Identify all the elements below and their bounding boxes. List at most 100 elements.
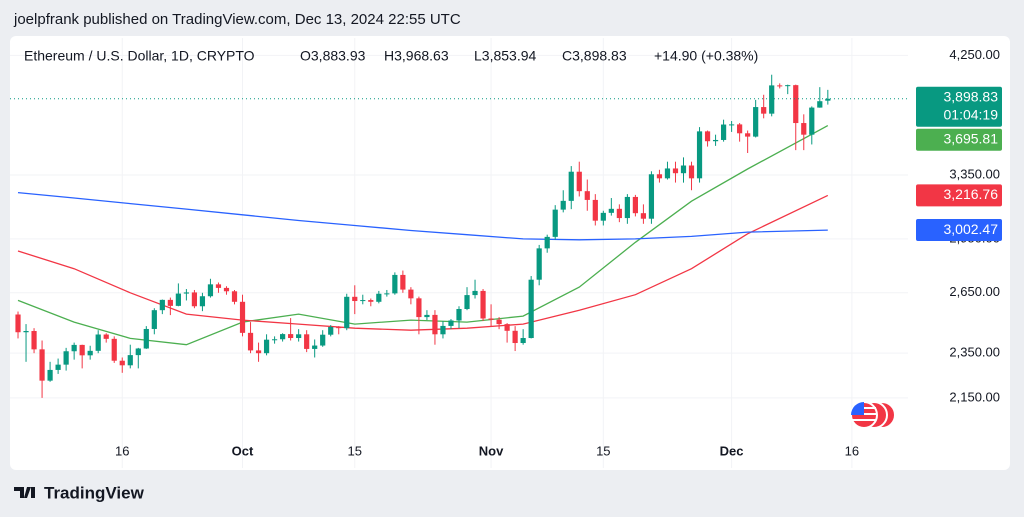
candle-body — [632, 196, 638, 214]
candle-body — [448, 320, 454, 326]
candle-body — [496, 319, 502, 325]
candle-body — [263, 339, 270, 354]
candle-body — [199, 296, 206, 307]
candle-body — [215, 284, 222, 288]
candle-body — [143, 328, 149, 349]
candle-body — [103, 334, 109, 339]
ohlc-value: H3,968.63 — [384, 48, 449, 64]
candle-body — [552, 209, 558, 237]
candle-body — [825, 98, 831, 101]
candle-body — [280, 334, 286, 340]
candle-body — [223, 287, 230, 292]
ohlc-value: O3,883.93 — [300, 48, 366, 64]
candle-body — [231, 291, 238, 302]
candle-body — [672, 168, 679, 174]
candle-body — [480, 290, 486, 319]
price-label: 3,002.47 — [944, 221, 999, 237]
candle-body — [576, 171, 582, 192]
x-tick-label: 16 — [115, 443, 129, 458]
candle-body — [729, 124, 735, 126]
candle-body — [753, 107, 759, 137]
candle-body — [536, 248, 542, 280]
candle-body — [528, 279, 534, 339]
candle-body — [704, 131, 711, 142]
candle-body — [520, 338, 526, 344]
ohlc-value: C3,898.83 — [562, 48, 627, 64]
candle-body — [400, 274, 406, 290]
candle-body — [544, 236, 550, 249]
candle-body — [296, 334, 302, 339]
x-tick-label: Nov — [479, 443, 504, 458]
candle-body — [464, 295, 470, 309]
candle-body — [175, 293, 181, 306]
candle-body — [648, 174, 655, 219]
candle-body — [809, 107, 815, 135]
candle-body — [15, 314, 21, 333]
candle-body — [360, 300, 366, 302]
candle-body — [737, 124, 743, 134]
x-tick-label: Dec — [720, 443, 744, 458]
candle-body — [63, 351, 69, 365]
candle-body — [119, 360, 125, 366]
x-tick-label: 15 — [596, 443, 610, 458]
candle-body — [424, 314, 430, 318]
price-label: 3,898.83 — [944, 88, 999, 104]
candle-body — [656, 174, 663, 179]
y-tick-label: 2,150.00 — [949, 389, 1000, 404]
candle-body — [95, 334, 101, 351]
ohlc-value: L3,853.94 — [474, 48, 536, 64]
candle-body — [368, 300, 374, 302]
candle-body — [384, 293, 390, 295]
candle-body — [167, 299, 173, 306]
price-label-box — [916, 86, 1002, 127]
candle-body — [376, 293, 382, 302]
brand-logo — [14, 487, 35, 498]
candle-body — [584, 191, 590, 200]
candle-body — [696, 131, 703, 179]
candle-body — [352, 296, 358, 302]
candle-body — [288, 334, 294, 339]
x-tick-label: 16 — [845, 443, 859, 458]
candle-body — [127, 355, 133, 366]
price-label-box — [916, 219, 1002, 242]
candle-body — [432, 314, 438, 335]
candle-body — [23, 331, 29, 333]
candle-body — [47, 369, 53, 381]
candle-body — [39, 349, 45, 381]
candle-body — [392, 274, 398, 294]
candle-body — [183, 292, 189, 294]
price-label-box — [916, 128, 1002, 151]
candle-body — [600, 212, 606, 221]
publisher: joelpfrank published on TradingView.com,… — [13, 11, 461, 28]
y-tick-label: 4,250.00 — [949, 47, 1000, 62]
candle-body — [55, 364, 61, 370]
candle-body — [720, 124, 727, 140]
chart-panel — [10, 36, 1010, 470]
candle-body — [151, 310, 157, 329]
price-label: 3,216.76 — [944, 186, 999, 202]
candle-body — [416, 298, 422, 318]
candle-body — [255, 350, 262, 354]
chart-title: Ethereum / U.S. Dollar, 1D, CRYPTO — [24, 48, 255, 64]
candle-body — [761, 107, 767, 114]
candle-body — [777, 85, 783, 87]
candle-body — [568, 171, 574, 201]
y-tick-label: 3,350.00 — [949, 166, 1000, 181]
candle-body — [688, 165, 695, 179]
x-tick-label: Oct — [232, 443, 254, 458]
ma-line — [17, 194, 829, 331]
candle-body — [608, 208, 614, 213]
x-tick-label: 15 — [348, 443, 362, 458]
candle-body — [680, 165, 687, 174]
candle-body — [817, 101, 823, 108]
candle-body — [328, 326, 334, 335]
candle-body — [87, 350, 93, 356]
candle-body — [616, 208, 622, 219]
candle-body — [560, 200, 566, 210]
candle-body — [504, 324, 510, 331]
candle-body — [344, 296, 350, 329]
candle-body — [207, 284, 214, 297]
price-label: 01:04:19 — [944, 106, 999, 122]
candle-body — [712, 139, 719, 142]
